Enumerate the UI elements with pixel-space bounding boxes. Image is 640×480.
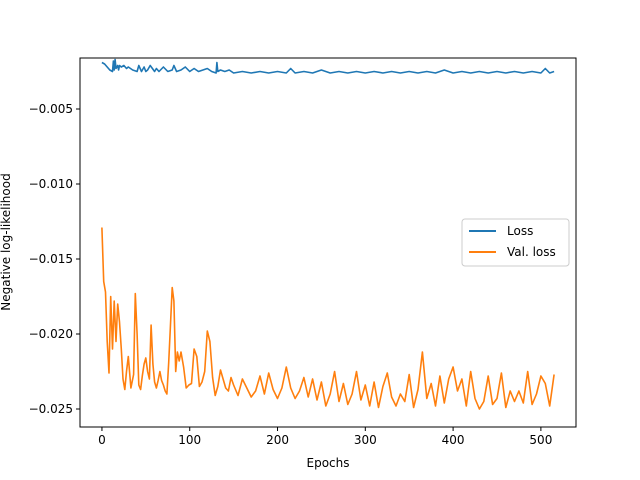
x-tick-label: 200	[266, 433, 289, 447]
plot-frame	[79, 57, 577, 428]
x-tick-label: 0	[98, 433, 106, 447]
x-tick-label: 100	[178, 433, 201, 447]
x-tick-label: 300	[354, 433, 377, 447]
y-tick-label: −0.015	[29, 252, 73, 266]
x-axis-label: Epochs	[307, 456, 350, 470]
series-line-val-loss	[101, 227, 555, 410]
y-tick-label: −0.010	[29, 177, 73, 191]
legend-label-val-loss: Val. loss	[507, 245, 556, 259]
y-tick-label: −0.025	[29, 402, 73, 416]
x-tick-label: 500	[529, 433, 552, 447]
y-axis-label: Negative log-likelihood	[0, 173, 13, 310]
y-tick-label: −0.005	[29, 102, 73, 116]
legend-label-loss: Loss	[507, 224, 533, 238]
series-line-loss	[101, 58, 555, 74]
axes-layer: 0 100 200 300 400 500 −0.005 −0.010 −0.015 −0.020…	[29, 102, 553, 447]
x-tick-label: 400	[442, 433, 465, 447]
series-layer	[101, 58, 555, 410]
y-tick-label: −0.020	[29, 327, 73, 341]
legend: Loss Val. loss	[461, 218, 570, 267]
